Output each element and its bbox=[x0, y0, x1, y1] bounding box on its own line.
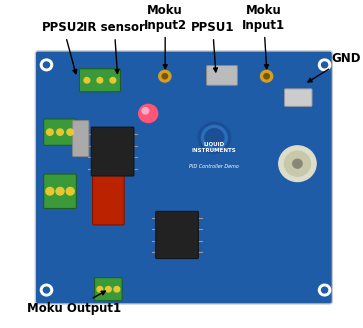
Circle shape bbox=[106, 286, 111, 292]
Circle shape bbox=[198, 122, 231, 153]
Text: Moku
Input1: Moku Input1 bbox=[242, 4, 285, 69]
Circle shape bbox=[46, 187, 54, 195]
Circle shape bbox=[264, 73, 269, 79]
Circle shape bbox=[84, 77, 90, 83]
Circle shape bbox=[284, 151, 310, 176]
Circle shape bbox=[67, 129, 74, 135]
Circle shape bbox=[44, 62, 49, 68]
FancyBboxPatch shape bbox=[285, 89, 312, 106]
Text: Moku Output1: Moku Output1 bbox=[26, 291, 121, 315]
Circle shape bbox=[201, 126, 227, 150]
Circle shape bbox=[139, 104, 158, 123]
Text: PID Controller Demo: PID Controller Demo bbox=[189, 164, 239, 170]
Circle shape bbox=[44, 287, 49, 293]
FancyBboxPatch shape bbox=[35, 51, 333, 304]
Circle shape bbox=[293, 159, 302, 168]
Circle shape bbox=[110, 77, 116, 83]
Circle shape bbox=[46, 129, 53, 135]
Circle shape bbox=[162, 73, 168, 79]
Circle shape bbox=[97, 286, 103, 292]
Circle shape bbox=[205, 129, 224, 147]
Circle shape bbox=[318, 284, 331, 296]
FancyBboxPatch shape bbox=[95, 278, 122, 301]
Circle shape bbox=[279, 146, 316, 181]
Text: PPSU2: PPSU2 bbox=[42, 21, 85, 74]
FancyBboxPatch shape bbox=[79, 69, 121, 92]
FancyBboxPatch shape bbox=[44, 174, 76, 208]
FancyBboxPatch shape bbox=[91, 127, 134, 176]
Circle shape bbox=[97, 77, 103, 83]
Text: Moku
Input2: Moku Input2 bbox=[144, 4, 187, 69]
Circle shape bbox=[318, 59, 331, 71]
FancyBboxPatch shape bbox=[44, 119, 76, 145]
Circle shape bbox=[142, 108, 149, 114]
Circle shape bbox=[322, 62, 328, 68]
FancyBboxPatch shape bbox=[156, 211, 199, 258]
FancyBboxPatch shape bbox=[73, 121, 89, 156]
Circle shape bbox=[66, 187, 74, 195]
FancyBboxPatch shape bbox=[207, 66, 237, 85]
Circle shape bbox=[261, 71, 273, 82]
Circle shape bbox=[57, 129, 64, 135]
Circle shape bbox=[322, 287, 328, 293]
Text: PPSU1: PPSU1 bbox=[191, 21, 234, 72]
Text: GND: GND bbox=[308, 52, 361, 82]
Circle shape bbox=[56, 187, 64, 195]
Text: LIQUID
INSTRUMENTS: LIQUID INSTRUMENTS bbox=[192, 142, 237, 153]
Text: IR sensor: IR sensor bbox=[83, 21, 145, 73]
Circle shape bbox=[40, 59, 53, 71]
Circle shape bbox=[114, 286, 120, 292]
FancyBboxPatch shape bbox=[93, 172, 124, 225]
Circle shape bbox=[40, 284, 53, 296]
Circle shape bbox=[159, 71, 171, 82]
